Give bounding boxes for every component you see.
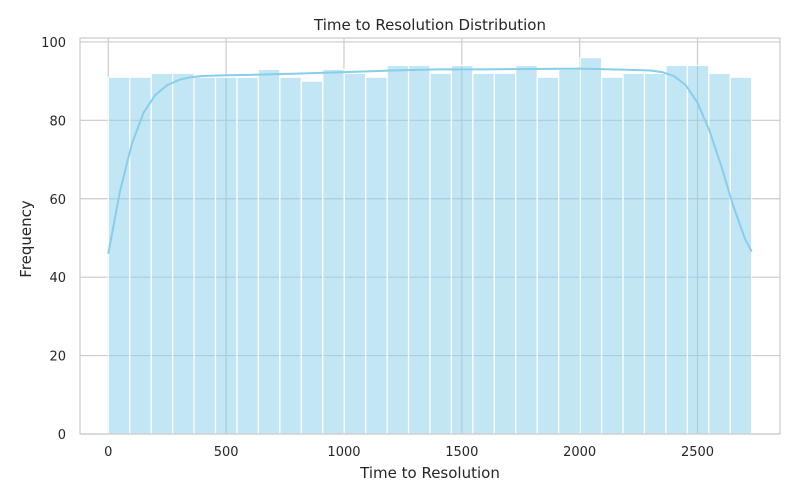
histogram-bar	[579, 57, 603, 435]
histogram-bar	[665, 64, 688, 435]
y-tick-labels: 0 20 40 60 80 100	[41, 36, 66, 443]
histogram-bar	[236, 76, 260, 435]
y-tick-label: 100	[41, 36, 66, 51]
x-tick-label: 2000	[563, 445, 596, 460]
y-tick-label: 0	[58, 428, 66, 443]
histogram-bar	[279, 76, 302, 435]
y-axis-label: Frequency	[17, 200, 35, 278]
x-axis-label: Time to Resolution	[359, 464, 500, 482]
histogram-bar	[257, 68, 281, 435]
histogram-bar	[450, 64, 474, 435]
histogram-bar	[558, 68, 581, 435]
y-tick-label: 80	[49, 114, 66, 129]
histogram-bar	[708, 72, 731, 435]
histogram-bar	[429, 72, 453, 435]
y-tick-label: 60	[49, 193, 66, 208]
histogram-bar	[193, 76, 217, 435]
histogram-bar	[300, 80, 324, 435]
x-tick-label: 1500	[445, 445, 478, 460]
plot-frame	[79, 37, 781, 435]
chart-title: Time to Resolution Distribution	[313, 16, 546, 34]
histogram-bar	[622, 72, 646, 435]
x-tick-label: 0	[104, 445, 112, 460]
y-tick-label: 40	[49, 271, 66, 286]
histogram-bar	[129, 76, 152, 435]
histogram-bar	[172, 72, 195, 435]
histogram-bar	[322, 68, 345, 435]
histogram-bars	[107, 57, 753, 435]
histogram-bar	[536, 76, 560, 435]
histogram-bar	[107, 76, 131, 435]
x-tick-label: 2500	[681, 445, 714, 460]
histogram-bar	[472, 72, 495, 435]
histogram-bar	[150, 72, 174, 435]
histogram-bar	[343, 72, 367, 435]
x-tick-label: 500	[214, 445, 239, 460]
histogram-bar	[643, 72, 667, 435]
histogram-bar	[214, 76, 238, 435]
x-tick-label: 1000	[327, 445, 360, 460]
histogram-bar	[386, 64, 410, 435]
kde-curve	[107, 67, 753, 254]
histogram-bar	[515, 64, 538, 435]
histogram-bar	[407, 64, 431, 435]
histogram-bar	[600, 76, 624, 435]
y-tick-label: 20	[49, 350, 66, 365]
histogram-bar	[493, 72, 517, 435]
histogram-bar	[729, 76, 753, 435]
histogram-bar	[365, 76, 388, 435]
x-tick-labels: 0 500 1000 1500 2000 2500	[104, 445, 714, 460]
